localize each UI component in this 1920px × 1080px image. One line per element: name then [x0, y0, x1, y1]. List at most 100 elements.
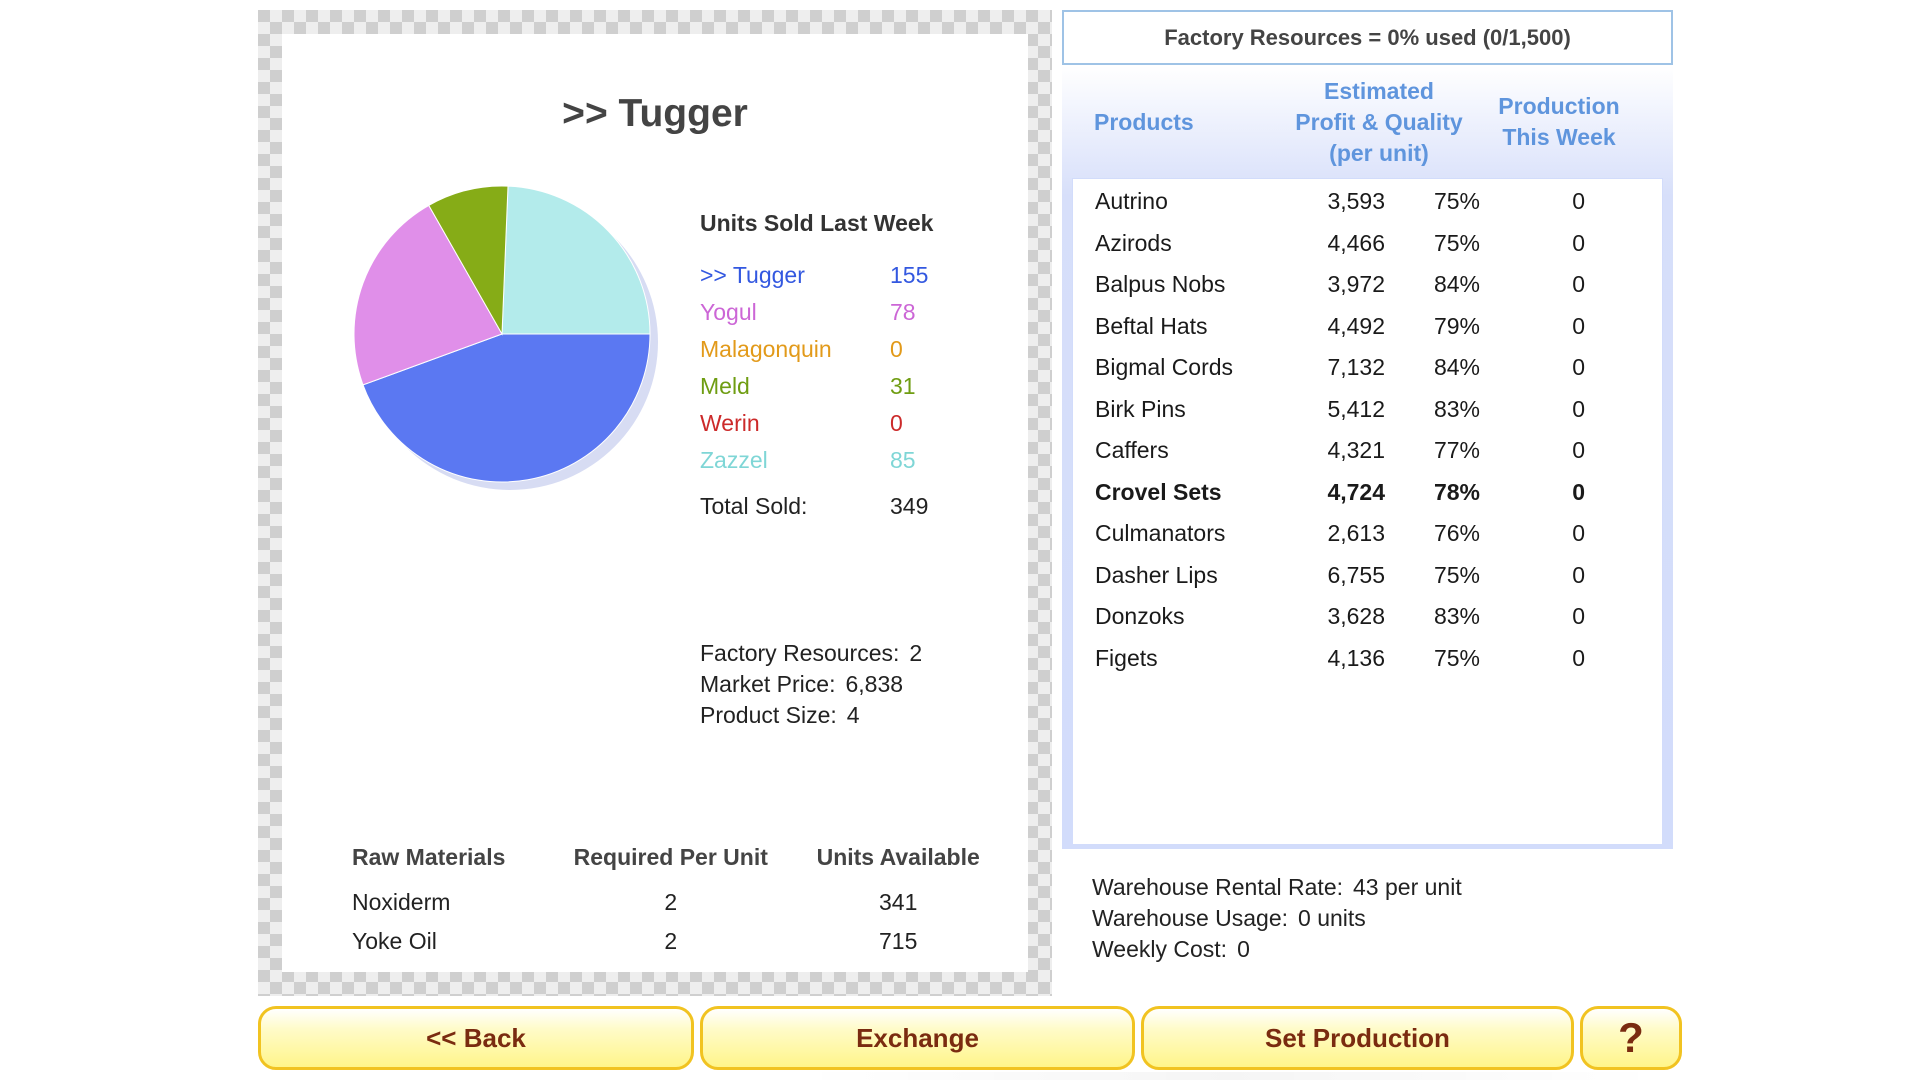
- product-profit: 4,136: [1327, 644, 1385, 671]
- product-row[interactable]: Culmanators 2,613 76% 0: [1073, 513, 1662, 555]
- product-row[interactable]: Caffers 4,321 77% 0: [1073, 430, 1662, 472]
- legend-item: Zazzel 85: [700, 442, 1000, 479]
- legend-item-name: Malagonquin: [700, 336, 832, 362]
- back-button[interactable]: << Back: [258, 1006, 694, 1070]
- product-row[interactable]: Autrino 3,593 75% 0: [1073, 181, 1662, 223]
- legend-item: Meld 31: [700, 368, 1000, 405]
- products-list: Autrino 3,593 75% 0 Azirods 4,466 75% 0 Balpus N…: [1072, 178, 1663, 845]
- legend-item-value: 85: [890, 447, 916, 473]
- total-sold-row: Total Sold: 349: [700, 493, 1000, 520]
- product-name: Azirods: [1095, 229, 1172, 256]
- weekly-cost-label: Weekly Cost:: [1092, 936, 1228, 962]
- product-row[interactable]: Azirods 4,466 75% 0: [1073, 223, 1662, 265]
- raw-materials-table: Raw Materials Required Per Unit Units Av…: [352, 844, 1002, 961]
- sales-pie-chart: [302, 184, 702, 584]
- pie-chart-svg: [353, 185, 658, 490]
- product-quality: 83%: [1433, 395, 1480, 422]
- profit-header-line: Estimated: [1324, 77, 1434, 104]
- product-panel-inner: >> Tugger Units Sold Last Week >> Tugger…: [282, 34, 1028, 972]
- raw-material-required: 2: [664, 928, 678, 954]
- exchange-button[interactable]: Exchange: [700, 1006, 1135, 1070]
- legend-item-name: Yogul: [700, 299, 757, 325]
- required-per-unit-header: Required Per Unit: [573, 844, 768, 870]
- product-row[interactable]: Figets 4,136 75% 0: [1073, 638, 1662, 680]
- product-production: 0: [1572, 312, 1585, 339]
- product-production: 0: [1572, 437, 1585, 464]
- set-production-button[interactable]: Set Production: [1141, 1006, 1574, 1070]
- warehouse-rate-label: Warehouse Rental Rate:: [1092, 874, 1344, 900]
- product-name: Crovel Sets: [1095, 478, 1222, 505]
- product-name: Donzoks: [1095, 603, 1185, 630]
- product-profit: 4,492: [1327, 312, 1385, 339]
- product-profit: 4,321: [1327, 437, 1385, 464]
- legend-item-value: 78: [890, 299, 916, 325]
- sales-legend: Units Sold Last Week >> Tugger 155 Yogul 78…: [700, 210, 1000, 520]
- product-size-value: 4: [846, 702, 860, 728]
- product-quality: 83%: [1433, 603, 1480, 630]
- raw-material-row: Yoke Oil 2 715: [352, 922, 1002, 961]
- total-sold-label: Total Sold:: [700, 493, 808, 519]
- profit-quality-column-header: Estimated Profit & Quality (per unit): [1294, 76, 1464, 169]
- product-row[interactable]: Birk Pins 5,412 83% 0: [1073, 389, 1662, 431]
- product-quality: 75%: [1433, 561, 1480, 588]
- legend-item: Malagonquin 0: [700, 331, 1000, 368]
- product-production: 0: [1572, 188, 1585, 215]
- product-name: Caffers: [1095, 437, 1169, 464]
- product-quality: 77%: [1433, 437, 1480, 464]
- product-name: Dasher Lips: [1095, 561, 1218, 588]
- raw-material-available: 715: [878, 928, 918, 954]
- product-production: 0: [1572, 478, 1585, 505]
- product-production: 0: [1572, 354, 1585, 381]
- product-row[interactable]: Beftal Hats 4,492 79% 0: [1073, 306, 1662, 348]
- warehouse-usage-value: 0 units: [1298, 905, 1366, 931]
- raw-material-name: Noxiderm: [352, 889, 451, 915]
- product-info: Factory Resources: 2 Market Price: 6,838 P…: [700, 638, 922, 731]
- product-name: Bigmal Cords: [1095, 354, 1234, 381]
- pie-slice: [501, 185, 651, 335]
- product-production: 0: [1572, 229, 1585, 256]
- market-price-row: Market Price: 6,838: [700, 669, 922, 700]
- product-profit: 2,613: [1327, 520, 1385, 547]
- product-profit: 6,755: [1327, 561, 1385, 588]
- product-production: 0: [1572, 271, 1585, 298]
- legend-item-value: 0: [890, 410, 903, 436]
- product-row[interactable]: Dasher Lips 6,755 75% 0: [1073, 555, 1662, 597]
- legend-item-value: 0: [890, 336, 903, 362]
- product-name: Balpus Nobs: [1095, 271, 1226, 298]
- product-size-label: Product Size:: [700, 702, 837, 728]
- product-row[interactable]: Bigmal Cords 7,132 84% 0: [1073, 347, 1662, 389]
- product-name: Culmanators: [1095, 520, 1226, 547]
- market-price-label: Market Price:: [700, 671, 836, 697]
- help-button[interactable]: ?: [1580, 1006, 1682, 1070]
- product-quality: 84%: [1433, 354, 1480, 381]
- product-row[interactable]: Donzoks 3,628 83% 0: [1073, 596, 1662, 638]
- products-panel: Products Estimated Profit & Quality (per…: [1062, 66, 1673, 849]
- legend-item-name: Werin: [700, 410, 760, 436]
- production-header-line: This Week: [1502, 124, 1616, 150]
- profit-header-line: Profit & Quality: [1295, 108, 1463, 135]
- factory-resources-label: Factory Resources:: [700, 640, 900, 666]
- legend-item: Yogul 78: [700, 294, 1000, 331]
- product-quality: 84%: [1433, 271, 1480, 298]
- product-row[interactable]: Crovel Sets 4,724 78% 0: [1073, 472, 1662, 514]
- product-name: Birk Pins: [1095, 395, 1186, 422]
- products-column-header: Products: [1094, 108, 1194, 135]
- product-quality: 78%: [1433, 478, 1480, 505]
- product-quality: 79%: [1433, 312, 1480, 339]
- product-quality: 76%: [1433, 520, 1480, 547]
- product-profit: 5,412: [1327, 395, 1385, 422]
- product-row[interactable]: Balpus Nobs 3,972 84% 0: [1073, 264, 1662, 306]
- product-production: 0: [1572, 561, 1585, 588]
- legend-rows: >> Tugger 155 Yogul 78 Malagonquin 0 Meld 31 Wer…: [700, 257, 1000, 479]
- product-name: Autrino: [1095, 188, 1168, 215]
- warehouse-usage-label: Warehouse Usage:: [1092, 905, 1289, 931]
- raw-material-required: 2: [664, 889, 678, 915]
- warehouse-info: Warehouse Rental Rate: 43 per unit Wareho…: [1092, 872, 1462, 965]
- product-production: 0: [1572, 395, 1585, 422]
- warehouse-rate-row: Warehouse Rental Rate: 43 per unit: [1092, 872, 1462, 903]
- profit-header-line: (per unit): [1329, 139, 1429, 166]
- production-column-header: Production This Week: [1464, 91, 1654, 153]
- production-header-line: Production: [1498, 93, 1620, 119]
- product-quality: 75%: [1433, 188, 1480, 215]
